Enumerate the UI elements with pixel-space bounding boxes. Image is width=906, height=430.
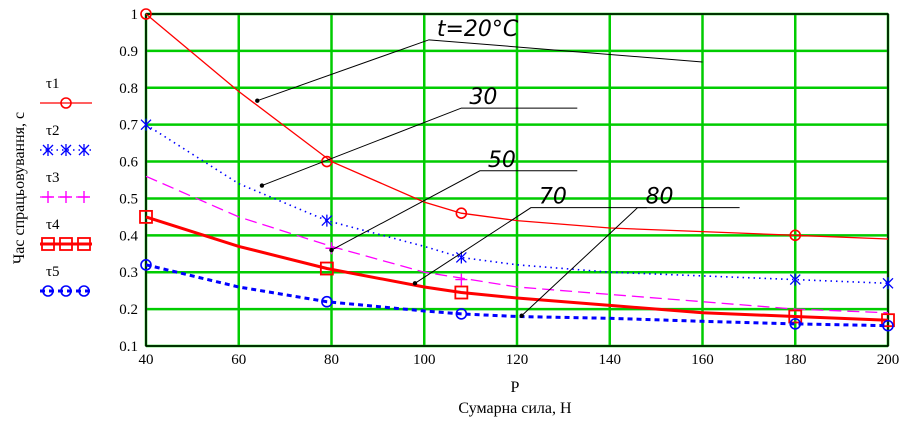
square-marker (77, 237, 91, 251)
y-tick-label: 0.5 (119, 191, 138, 207)
plus-marker (455, 273, 468, 286)
series-line (145, 215, 889, 322)
annotation: 30 (259, 85, 578, 188)
square-marker (139, 209, 153, 224)
circle-marker (78, 285, 90, 297)
legend-label: τ1 (46, 76, 60, 92)
square-marker (59, 237, 73, 251)
y-tick-label: 0.4 (119, 228, 138, 244)
annotation: t=20°C (255, 17, 703, 103)
x-tick-label: 60 (231, 352, 246, 368)
annotation-label: 30 (469, 85, 497, 110)
annotation: 50 (329, 148, 578, 253)
plus-marker (42, 191, 54, 203)
circle-marker (455, 207, 468, 219)
circle-marker (60, 285, 72, 297)
circle-marker (789, 229, 802, 242)
circle-marker (789, 318, 802, 330)
square-marker (881, 313, 895, 328)
circle-marker (882, 319, 894, 332)
grid (144, 12, 890, 348)
x-tick-label: 100 (413, 352, 436, 368)
x-marker (140, 118, 152, 131)
x-tick-label: 180 (784, 352, 807, 368)
plus-marker (60, 191, 72, 203)
legend-label: τ3 (46, 170, 60, 186)
axes-frame (145, 13, 889, 347)
y-tick-label: 0.9 (119, 44, 138, 60)
legend: τ1 τ2 τ3 τ4 τ5 (40, 76, 92, 297)
square-marker (319, 261, 334, 276)
x-marker (321, 214, 333, 227)
series-layer (139, 8, 895, 332)
y-tick-label: 0.1 (119, 339, 138, 355)
annotation-leader (521, 207, 740, 317)
x-marker (42, 144, 54, 156)
annotation-label: t=20°C (437, 17, 519, 42)
circle-marker (42, 285, 54, 297)
series-line (145, 263, 889, 328)
legend-item-1: τ1 (40, 76, 92, 109)
y-tick-label: 0.3 (119, 265, 138, 281)
annotation-leader (414, 207, 647, 284)
legend-label: τ5 (46, 264, 60, 280)
annotation-label: 50 (488, 148, 516, 173)
y-axis-label: Час спрацьовування, с (11, 112, 28, 264)
series-4 (139, 209, 895, 328)
x-marker (789, 273, 801, 286)
circle-marker (321, 155, 333, 168)
y-tick-label: 1 (131, 7, 139, 23)
series-1 (140, 8, 889, 242)
y-tick-label: 0.8 (119, 81, 138, 97)
annotations: t=20°C 30 50 70 80 (255, 17, 740, 318)
series-line (145, 175, 889, 314)
square-marker (41, 237, 55, 251)
series-2 (140, 118, 894, 290)
x-tick-label: 200 (877, 352, 900, 368)
annotation-leader (261, 107, 578, 186)
y-tick-label: 0.6 (119, 155, 138, 171)
legend-item-3: τ3 (40, 170, 92, 203)
x-tick-label: 140 (599, 352, 622, 368)
x-tick-label: 160 (691, 352, 714, 368)
annotation: 70 (412, 185, 647, 286)
x-axis-symbol: P (511, 379, 520, 396)
series-5 (140, 259, 894, 332)
legend-label: τ4 (46, 217, 60, 233)
circle-marker (321, 295, 333, 308)
annotation-label: 70 (539, 185, 567, 210)
y-tick-label: 0.2 (119, 302, 138, 318)
annotation-leader (331, 170, 578, 251)
circle-marker (140, 8, 152, 20)
annotation: 80 (519, 185, 740, 318)
series-line (145, 124, 889, 285)
circle-marker (455, 308, 468, 320)
series-line (145, 13, 889, 240)
legend-item-2: τ2 (40, 123, 92, 156)
x-marker (60, 144, 72, 156)
plus-marker (78, 191, 90, 203)
annotation-leader (257, 39, 703, 102)
x-marker (78, 144, 90, 156)
legend-item-4: τ4 (40, 217, 92, 251)
tick-labels: 40 60 80 100 120 140 160 180 2000.10.20.30.40.50… (119, 7, 899, 368)
circle-marker (60, 97, 72, 109)
square-marker (788, 309, 803, 324)
square-marker (454, 285, 469, 300)
x-tick-label: 80 (324, 352, 339, 368)
y-tick-label: 0.7 (119, 118, 138, 134)
circle-marker (140, 259, 152, 271)
annotation-label: 80 (646, 185, 674, 210)
x-tick-label: 120 (506, 352, 529, 368)
legend-item-5: τ5 (40, 264, 92, 297)
x-tick-label: 40 (139, 352, 154, 368)
x-marker (882, 277, 894, 290)
legend-label: τ2 (46, 123, 60, 139)
x-axis-label: Сумарна сила, Н (458, 400, 572, 417)
